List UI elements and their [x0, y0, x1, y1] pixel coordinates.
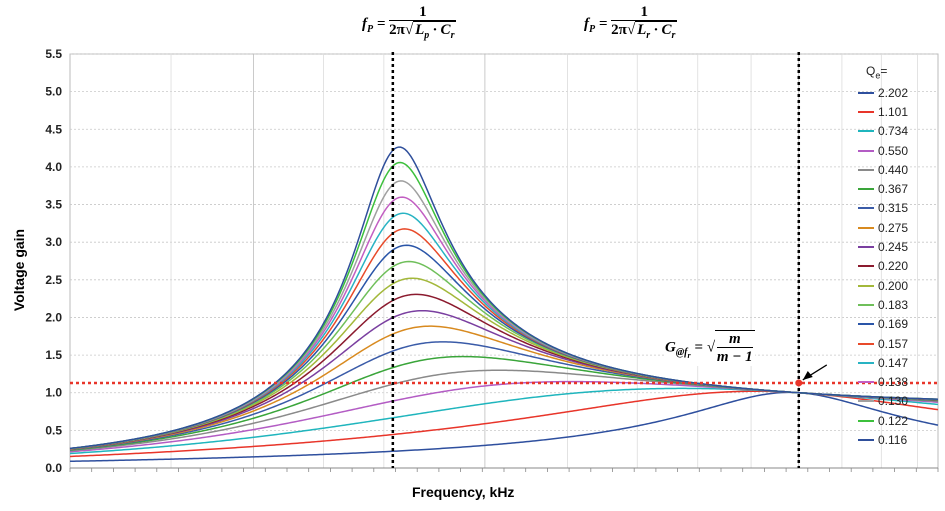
y-tick-label: 3.5	[45, 198, 62, 212]
legend-item: 0.367	[858, 179, 945, 198]
legend-item: 0.734	[858, 122, 945, 141]
legend-swatch	[858, 110, 874, 113]
y-tick-label: 5.5	[45, 47, 62, 61]
legend-swatch	[858, 226, 874, 229]
series-line-0.550	[69, 380, 939, 453]
gain-point	[795, 379, 803, 387]
legend-swatch	[858, 188, 874, 191]
plot-frame	[69, 53, 939, 469]
marker-lines	[70, 52, 938, 468]
series-line-0.116	[69, 146, 939, 450]
y-tick-label: 2.0	[45, 310, 62, 324]
legend-item: 0.130	[858, 392, 945, 411]
y-tick-label: 0.0	[45, 461, 62, 475]
series-line-0.169	[69, 244, 939, 450]
series-line-0.122	[69, 161, 939, 450]
legend-swatch	[858, 265, 874, 268]
legend-label: 0.138	[878, 375, 909, 390]
y-tick-label: 0.5	[45, 423, 62, 437]
legend-label: 0.734	[878, 124, 909, 139]
legend-label: 1.101	[878, 104, 909, 119]
legend-swatch	[858, 168, 874, 171]
legend-swatch	[858, 381, 874, 384]
legend-item: 0.157	[858, 334, 945, 353]
y-axis-title: Voltage gain	[11, 228, 28, 312]
legend-swatch	[858, 246, 874, 249]
legend-item: 2.202	[858, 83, 945, 102]
legend-item: 0.200	[858, 276, 945, 295]
legend-item: 0.245	[858, 237, 945, 256]
legend-label: 0.147	[878, 355, 909, 370]
series-line-0.157	[69, 228, 939, 450]
legend-label: 0.157	[878, 336, 909, 351]
legend-item: 1.101	[858, 102, 945, 121]
series-line-0.147	[69, 212, 939, 450]
legend-item: 0.315	[858, 199, 945, 218]
legend-item: 0.550	[858, 141, 945, 160]
legend-swatch	[858, 400, 874, 403]
legend-label: 2.202	[878, 85, 909, 100]
legend-label: 0.183	[878, 297, 909, 312]
legend-swatch	[858, 91, 874, 94]
legend: 2.202 1.101 0.734 0.550 0.440 0.367 0.315 0.275…	[858, 83, 945, 450]
legend-swatch	[858, 303, 874, 306]
y-tick-label: 1.0	[45, 386, 62, 400]
legend-swatch	[858, 419, 874, 422]
formula-fp-right: fP = 1 2π√ Lr · Cr	[584, 4, 678, 41]
legend-label: 0.220	[878, 259, 909, 274]
legend-item: 0.183	[858, 295, 945, 314]
y-tick-labels: 0.0 0.5 1.0 1.5 2.0 2.5 3.0 3.5 4.0 4.5 5.0 5.5	[45, 47, 62, 475]
y-tick-label: 5.0	[45, 85, 62, 99]
legend-swatch	[858, 149, 874, 152]
legend-label: 0.200	[878, 278, 909, 293]
legend-item: 0.122	[858, 411, 945, 430]
legend-item: 0.275	[858, 218, 945, 237]
gain-arrow-head	[802, 370, 813, 380]
legend-swatch	[858, 130, 874, 133]
formula-fp-left: fP = 1 2π√ Lp · Cr	[362, 4, 457, 41]
legend-item: 0.116	[858, 430, 945, 449]
formula-gain: G@fr = √ m m − 1	[665, 330, 755, 366]
y-tick-label: 1.5	[45, 348, 62, 362]
legend-label: 0.245	[878, 240, 909, 255]
legend-swatch	[858, 438, 874, 441]
legend-item: 0.440	[858, 160, 945, 179]
legend-swatch	[858, 361, 874, 364]
legend-item: 0.220	[858, 257, 945, 276]
y-tick-label: 4.0	[45, 160, 62, 174]
legend-item: 0.169	[858, 315, 945, 334]
legend-label: 0.367	[878, 182, 909, 197]
legend-title: Qe=	[866, 64, 888, 81]
legend-item: 0.147	[858, 353, 945, 372]
legend-label: 0.550	[878, 143, 909, 158]
legend-label: 0.130	[878, 394, 909, 409]
legend-label: 0.440	[878, 162, 909, 177]
grid-lines	[69, 53, 939, 472]
legend-label: 0.315	[878, 201, 909, 216]
legend-label: 0.122	[878, 413, 909, 428]
legend-label: 0.169	[878, 317, 909, 332]
series-curves	[69, 146, 939, 463]
legend-swatch	[858, 323, 874, 326]
y-tick-label: 4.5	[45, 122, 62, 136]
legend-label: 0.116	[878, 432, 908, 447]
legend-swatch	[858, 284, 874, 287]
y-tick-label: 2.5	[45, 273, 62, 287]
legend-item: 0.138	[858, 372, 945, 391]
legend-label: 0.275	[878, 220, 909, 235]
legend-swatch	[858, 342, 874, 345]
x-axis-title: Frequency, kHz	[412, 484, 515, 500]
legend-swatch	[858, 207, 874, 210]
y-tick-label: 3.0	[45, 235, 62, 249]
